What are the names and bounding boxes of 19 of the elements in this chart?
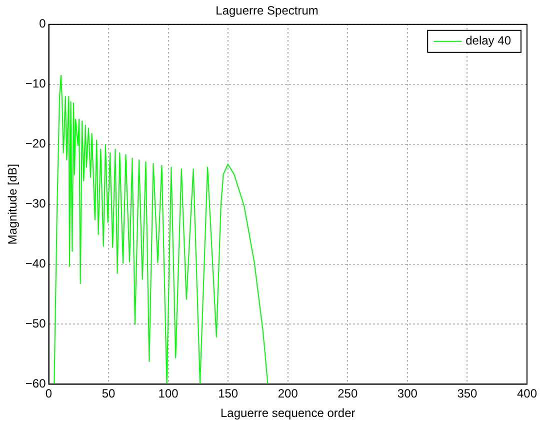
y-tick-label: 0 [39, 16, 46, 31]
y-axis-title: Magnitude [dB] [6, 164, 20, 245]
y-tick-label: −60 [25, 376, 46, 391]
legend-label: delay 40 [466, 34, 512, 48]
x-tick-label: 300 [397, 386, 418, 401]
x-tick-label: 50 [102, 386, 116, 401]
x-tick-label: 350 [457, 386, 478, 401]
x-tick-label: 200 [278, 386, 298, 401]
x-tick-label: 150 [218, 386, 238, 401]
chart-title: Laguerre Spectrum [216, 4, 318, 18]
y-tick-label: −20 [25, 136, 46, 151]
y-tick-label: −10 [25, 76, 46, 91]
x-tick-label: 400 [516, 386, 538, 401]
x-tick-label: 250 [338, 386, 358, 401]
y-tick-label: −50 [25, 316, 46, 331]
x-axis-title: Laguerre sequence order [220, 406, 356, 420]
y-tick-label: −40 [25, 256, 46, 271]
x-tick-label: 100 [158, 386, 179, 401]
y-tick-label: −30 [25, 196, 46, 211]
